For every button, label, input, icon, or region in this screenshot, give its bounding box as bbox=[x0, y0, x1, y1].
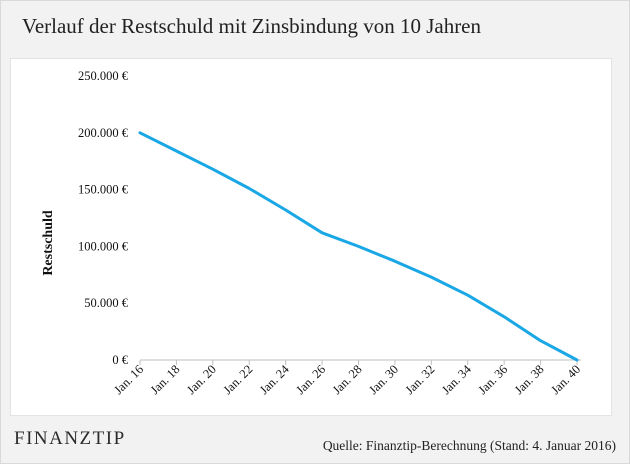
x-tick-label: Jan. 20 bbox=[184, 362, 219, 397]
x-tick-label: Jan. 18 bbox=[148, 362, 183, 397]
plot-area-card bbox=[10, 58, 612, 416]
chart-title: Verlauf der Restschuld mit Zinsbindung v… bbox=[22, 14, 482, 38]
series-group bbox=[138, 131, 579, 362]
x-tick-label: Jan. 24 bbox=[257, 362, 292, 397]
x-tick-label: Jan. 38 bbox=[512, 362, 547, 397]
x-tick-label: Jan. 28 bbox=[330, 362, 365, 397]
y-tick-label: 250.000 € bbox=[78, 69, 129, 83]
y-tick-label: 50.000 € bbox=[84, 296, 129, 310]
x-tick-label: Jan. 22 bbox=[220, 362, 255, 397]
x-tick-label: Jan. 36 bbox=[475, 362, 510, 397]
x-tick-label: Jan. 16 bbox=[111, 362, 146, 397]
y-axis-tick-labels: 0 € 50.000 € 100.000 € 150.000 € 200.000 € 25… bbox=[78, 69, 129, 367]
x-tick-label: Jan. 32 bbox=[403, 362, 438, 397]
finanztip-logo: FINANZTIP bbox=[14, 428, 126, 449]
x-tick-label: Jan. 34 bbox=[439, 362, 474, 397]
y-tick-label: 100.000 € bbox=[78, 239, 129, 253]
x-tick-label: Jan. 40 bbox=[548, 362, 583, 397]
chart-axes bbox=[139, 359, 581, 365]
y-tick-label: 200.000 € bbox=[78, 126, 129, 140]
x-tick-label: Jan. 26 bbox=[293, 362, 328, 397]
y-axis-label: Restschuld bbox=[41, 210, 56, 276]
series-line-restschuld bbox=[138, 131, 579, 362]
source-note: Quelle: Finanztip-Berechnung (Stand: 4. … bbox=[322, 438, 616, 453]
x-axis-tick-labels: Jan. 16 Jan. 18 Jan. 20 Jan. 22 Jan. 24 Jan. … bbox=[111, 362, 583, 397]
y-tick-label: 150.000 € bbox=[78, 183, 129, 197]
x-tick-label: Jan. 30 bbox=[366, 362, 401, 397]
y-tick-label: 0 € bbox=[112, 353, 128, 367]
